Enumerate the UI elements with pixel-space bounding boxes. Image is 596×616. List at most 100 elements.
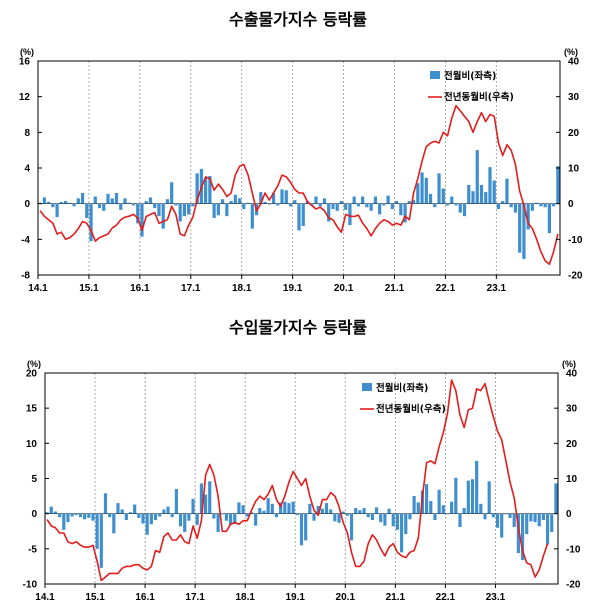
bar-mark	[46, 201, 51, 204]
bar-mark	[550, 513, 554, 532]
bar-mark	[212, 513, 216, 519]
bar-mark	[178, 203, 182, 222]
legend-label-line: 전년동월비(우측)	[444, 91, 514, 103]
bar-mark	[127, 202, 131, 204]
bar-mark	[287, 503, 291, 514]
bar-mark	[547, 203, 552, 234]
bar-mark	[112, 513, 116, 534]
bar-mark	[529, 513, 533, 522]
bar-mark	[42, 197, 46, 204]
bar-mark	[387, 508, 391, 514]
y-right-tick-label: 10	[568, 164, 580, 175]
bar-mark	[428, 193, 433, 204]
bar-mark	[466, 480, 470, 514]
bar-mark	[408, 513, 412, 520]
bar-mark	[262, 510, 266, 514]
bar-mark	[83, 513, 87, 520]
bar-mark	[95, 513, 99, 549]
bar-mark	[462, 203, 467, 217]
x-tick-label: 23.1	[487, 283, 507, 294]
bar-mark	[106, 193, 110, 204]
y-right-tick-label: 10	[566, 474, 578, 485]
bar-mark	[195, 513, 199, 525]
bar-mark	[513, 203, 518, 213]
bar-mark	[245, 513, 249, 517]
bar-mark	[58, 513, 62, 518]
bar-mark	[85, 203, 89, 218]
bar-mark	[373, 196, 378, 204]
bar-mark	[114, 192, 119, 204]
bar-mark	[297, 203, 301, 231]
bar-mark	[407, 200, 411, 204]
y-right-tick-label: 30	[566, 404, 578, 415]
bar-mark	[304, 513, 308, 541]
legend-label-line: 전년동월비(우측)	[376, 403, 446, 415]
bar-mark	[525, 513, 529, 535]
bar-mark	[416, 502, 420, 514]
y-left-tick-label: 8	[24, 128, 30, 139]
y-left-tick-label: 15	[26, 404, 38, 415]
bar-mark	[512, 513, 516, 528]
bar-mark	[51, 203, 55, 208]
bar-mark	[348, 203, 352, 226]
y-right-tick-label: 0	[566, 509, 572, 520]
bar-mark	[216, 203, 220, 216]
bar-mark	[318, 203, 322, 207]
bar-mark	[301, 203, 305, 226]
bar-mark	[437, 173, 441, 204]
bar-mark	[530, 203, 535, 211]
bar-mark	[288, 203, 293, 207]
bar-mark	[404, 513, 408, 535]
bar-mark	[383, 513, 387, 526]
bar-mark	[250, 203, 254, 229]
bar-mark	[208, 481, 212, 514]
bar-mark	[386, 195, 390, 204]
bar-mark	[475, 150, 479, 204]
x-tick-label: 19.1	[286, 592, 306, 603]
bar-mark	[78, 513, 83, 518]
x-tick-label: 15.1	[79, 283, 99, 294]
y-left-tick-label: 20	[26, 369, 38, 380]
x-tick-label: 22.1	[436, 592, 456, 603]
bar-mark	[370, 513, 374, 520]
bar-mark	[533, 513, 537, 523]
bar-mark	[335, 203, 339, 211]
y-left-tick-label: -8	[21, 271, 30, 282]
bar-mark	[484, 192, 488, 204]
plot-frame	[44, 372, 559, 585]
bar-mark	[312, 513, 316, 521]
bar-mark	[352, 196, 356, 204]
bar-mark	[225, 203, 229, 217]
bar-mark	[116, 503, 120, 514]
bar-mark	[545, 513, 550, 545]
bar-mark	[505, 178, 509, 204]
bar-mark	[72, 203, 76, 207]
bar-mark	[320, 508, 324, 514]
bar-mark	[361, 196, 365, 204]
bar-mark	[144, 200, 148, 204]
bar-mark	[374, 507, 379, 514]
bar-mark	[149, 513, 153, 525]
bar-mark	[195, 173, 199, 204]
bar-mark	[354, 508, 358, 514]
y-left-tick-label: 4	[24, 164, 30, 175]
bar-mark	[187, 203, 191, 215]
y-left-tick-label: 0	[24, 199, 30, 210]
bar-mark	[103, 493, 108, 514]
bar-mark	[488, 167, 492, 204]
bar-mark	[483, 513, 487, 520]
bar-mark	[508, 513, 512, 518]
y-left-tick-label: -4	[21, 235, 30, 246]
chart-title: 수입물가지수 등락률	[228, 318, 368, 337]
bar-mark	[246, 202, 250, 204]
bar-mark	[491, 513, 495, 518]
x-tick-label: 14.1	[35, 592, 55, 603]
bar-mark	[280, 189, 284, 204]
y-right-tick-label: 20	[568, 128, 580, 139]
bar-mark	[178, 513, 183, 527]
bar-mark	[233, 194, 237, 204]
y-right-tick-label: 40	[568, 57, 580, 68]
bar-mark	[445, 513, 450, 515]
bar-mark	[204, 177, 208, 204]
bar-mark	[358, 510, 362, 514]
